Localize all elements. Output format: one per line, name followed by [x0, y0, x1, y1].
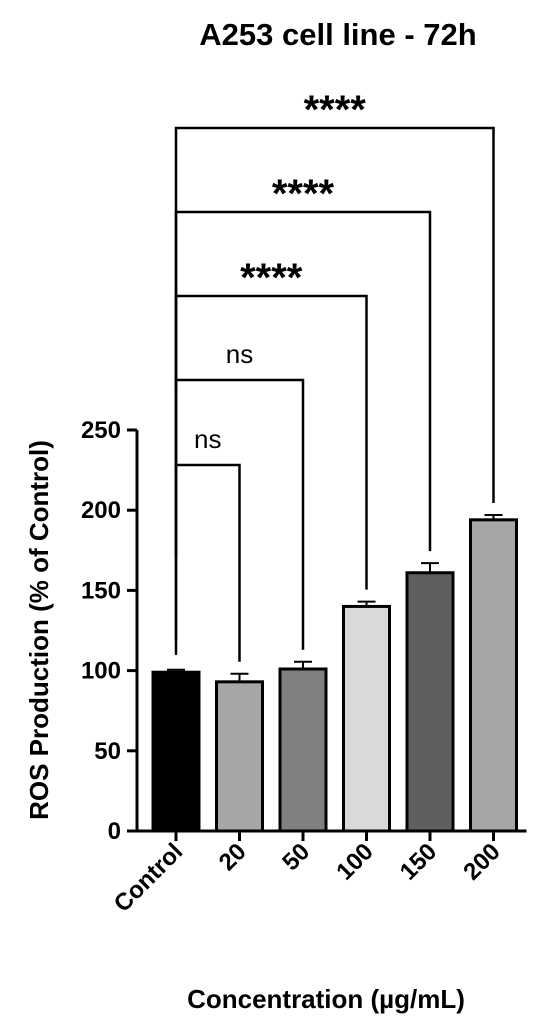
significance-label: ns: [194, 424, 221, 454]
y-tick-label: 0: [108, 818, 121, 845]
chart-title: A253 cell line - 72h: [199, 17, 476, 52]
bars: [151, 514, 518, 833]
significance-label: ****: [240, 256, 303, 300]
x-tick-label: 150: [395, 838, 442, 885]
y-axis-label: ROS Production (% of Control): [24, 440, 54, 820]
x-tick-label: 100: [331, 838, 378, 885]
y-tick-label: 100: [81, 658, 121, 685]
bar: [151, 670, 201, 833]
bar: [278, 667, 328, 833]
significance-label: ****: [304, 88, 367, 132]
y-tick-label: 250: [81, 417, 121, 444]
y-tick-label: 50: [94, 738, 121, 765]
significance-brackets: ns ns **** **** ****: [174, 88, 495, 662]
significance-label: ns: [226, 339, 253, 369]
significance-bracket: [174, 126, 495, 504]
significance-label: ****: [272, 172, 335, 216]
x-tick-label: 50: [277, 838, 315, 876]
bar: [405, 571, 455, 833]
x-tick-label: Control: [109, 838, 188, 917]
significance-bracket: [174, 463, 241, 662]
x-tick-label: 20: [214, 838, 252, 876]
x-axis-label: Concentration (µg/mL): [187, 984, 465, 1014]
bar: [215, 680, 264, 833]
bar: [469, 518, 518, 833]
y-tick-label: 150: [81, 577, 121, 604]
y-tick-label: 200: [81, 497, 121, 524]
bar: [342, 604, 391, 833]
x-tick-label: 200: [458, 838, 505, 885]
